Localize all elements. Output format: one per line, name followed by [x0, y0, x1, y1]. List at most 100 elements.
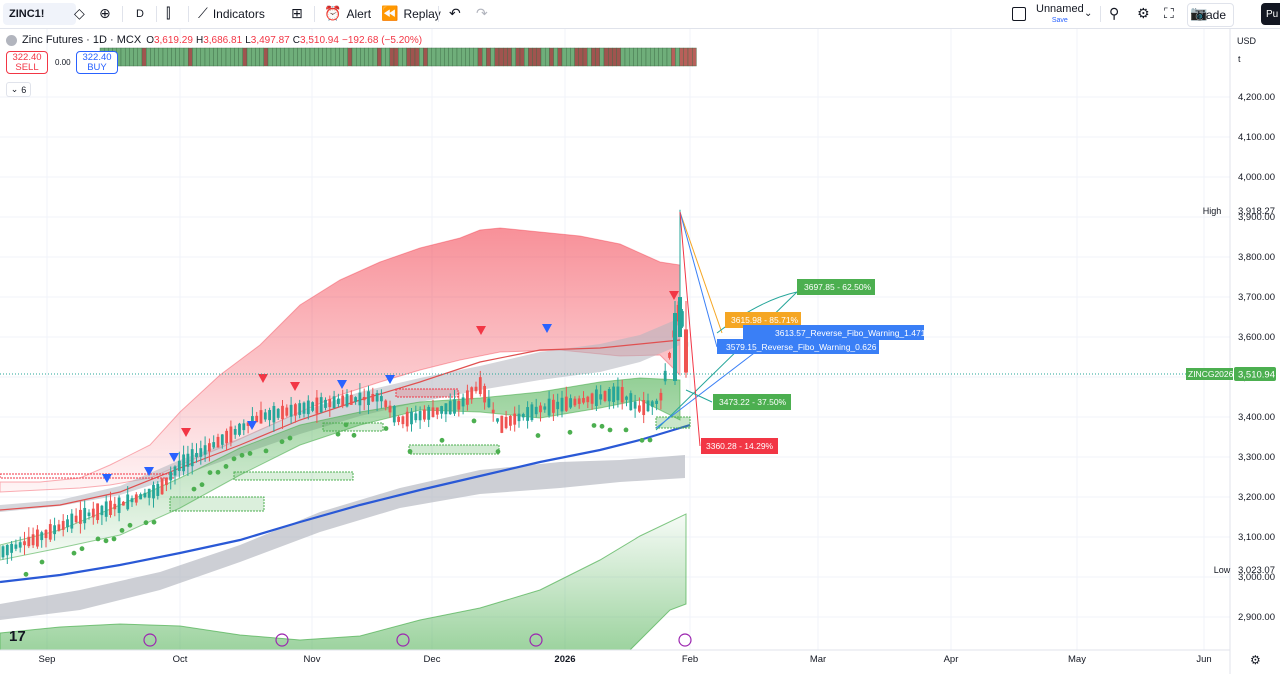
layout-save-label: Save	[1051, 17, 1068, 24]
candle-body	[109, 500, 112, 516]
candle-body	[629, 393, 633, 411]
sell-button[interactable]: 322.40 SELL	[6, 51, 48, 74]
trend-strip-cell	[414, 47, 420, 67]
trend-strip-cell	[381, 47, 386, 67]
price-tick-label: 3,300.00	[1238, 452, 1275, 463]
trend-strip-cell	[280, 47, 286, 67]
snapshot-button[interactable]: 📷	[1190, 3, 1207, 25]
trend-strip-cell	[183, 47, 189, 67]
price-chart[interactable]: 17 4,200.00 4,100.00 4,000.00 3,900.00 3,800…	[0, 29, 1280, 674]
candle-body	[367, 391, 370, 406]
currency-selector[interactable]: USD	[1237, 36, 1257, 46]
time-tick-label: Apr	[944, 654, 959, 665]
layout-menu-button[interactable]: ⌄	[1084, 3, 1092, 25]
trend-strip-cell	[297, 47, 302, 67]
alert-button[interactable]: ⏰ Alert	[324, 3, 371, 25]
trend-strip-cell	[372, 47, 378, 67]
signal-dot	[119, 528, 125, 533]
trend-strip-cell	[234, 47, 239, 67]
candle-body	[577, 398, 581, 404]
undo-button[interactable]: ↶	[449, 3, 461, 25]
candle-body	[496, 418, 499, 422]
trend-strip-cell	[288, 47, 294, 67]
trend-strip-cell	[330, 47, 336, 67]
candle-body	[474, 386, 478, 392]
candle-body	[341, 395, 345, 406]
trend-strip-cell	[322, 47, 328, 67]
trend-strip-cell	[570, 47, 575, 67]
chart-type-button[interactable]: ⫿	[166, 3, 170, 25]
price-tick-label: 2,900.00	[1238, 612, 1275, 623]
candles	[1, 209, 689, 565]
trade-button[interactable]: Trade	[1187, 3, 1234, 27]
candle-body	[156, 483, 160, 496]
unit-selector[interactable]: t	[1238, 54, 1241, 64]
price-tick-label: 3,200.00	[1238, 492, 1275, 503]
sell-arrow-marker	[669, 291, 679, 300]
fib-label-37: 3473.22 - 37.50%	[713, 394, 791, 410]
templates-button[interactable]: ⊞	[291, 3, 303, 25]
symbol-search-button[interactable]: ZINC1!	[3, 3, 76, 25]
trend-strip-cell	[175, 47, 181, 67]
settings-button[interactable]: ⚙	[1137, 3, 1150, 25]
signal-dot	[103, 538, 109, 544]
trend-strip-cell	[519, 47, 525, 67]
layout-checkbox[interactable]	[1012, 3, 1026, 25]
candle-body	[427, 406, 431, 420]
fullscreen-button[interactable]: ⛶	[1164, 3, 1174, 25]
indicators-button[interactable]: ⟋ Indicators	[198, 3, 265, 25]
interval-button[interactable]: D	[136, 3, 144, 25]
candle-body	[96, 503, 99, 521]
candle-body	[607, 388, 611, 402]
signal-dot	[223, 464, 229, 469]
trend-strip-cell	[158, 47, 164, 67]
indicators-collapse-button[interactable]: ⌄ 6	[6, 82, 31, 97]
trend-strip-cell	[650, 47, 655, 67]
trend-strip-cell	[225, 47, 231, 67]
chart-legend: Zinc Futures · 1D · MCX O3,619.29 H3,686…	[6, 34, 422, 46]
settings-gear-icon[interactable]: ⚙	[1250, 653, 1261, 667]
trend-strip-cell	[603, 47, 609, 67]
svg-text:3360.28 - 14.29%: 3360.28 - 14.29%	[706, 441, 774, 451]
trend-strip-cell	[255, 47, 260, 67]
candle-body	[616, 386, 620, 401]
layout-name[interactable]: Unnamed Save	[1036, 4, 1084, 26]
candle-body	[603, 391, 607, 401]
signal-dot	[647, 437, 653, 443]
candle-body	[487, 398, 491, 408]
reverse-fibo-label-1471: 3613.57_Reverse_Fibo_Warning_1.471	[743, 325, 926, 340]
trend-strip-cell	[524, 47, 529, 67]
time-tick-label: Nov	[304, 654, 321, 665]
candle-body	[453, 399, 456, 414]
signal-dot	[343, 422, 349, 428]
trade-label: Trade	[1195, 8, 1226, 22]
buy-button[interactable]: 322.40 BUY	[76, 51, 118, 74]
add-symbol-button[interactable]: ⊕	[99, 3, 111, 25]
redo-button[interactable]: ↷	[476, 3, 488, 25]
price-tick-label: 4,100.00	[1238, 132, 1275, 143]
candle-body	[362, 396, 366, 401]
candle-body	[358, 392, 362, 406]
publish-button[interactable]: Pu	[1261, 3, 1280, 25]
candle-body	[173, 466, 177, 476]
alert-label: Alert	[346, 7, 372, 21]
candle-body	[599, 394, 603, 400]
svg-text:3579.15_Reverse_Fibo_Warning_0: 3579.15_Reverse_Fibo_Warning_0.626	[726, 342, 877, 352]
last-price-tag: ZINCG2026 3,510.94	[1186, 367, 1276, 381]
trend-strip-cell	[435, 47, 441, 67]
trend-strip-cell	[250, 47, 256, 67]
signal-dot	[231, 456, 237, 462]
signal-dot	[351, 432, 357, 438]
trend-strip-cell	[162, 47, 168, 67]
signal-dot	[23, 571, 29, 577]
trend-strip-cell	[200, 47, 206, 67]
grid	[0, 29, 1230, 650]
price-tick-label: 3,900.00	[1238, 212, 1275, 223]
replay-button[interactable]: ⏪ Replay	[381, 3, 441, 25]
spread-value: 0.00	[55, 58, 71, 67]
candle-body	[552, 399, 555, 413]
trend-strip-cell	[171, 47, 176, 67]
trend-strip-cell	[545, 47, 550, 67]
quick-search-button[interactable]: ⚲	[1109, 3, 1119, 25]
compare-button[interactable]: ◇	[74, 3, 85, 25]
